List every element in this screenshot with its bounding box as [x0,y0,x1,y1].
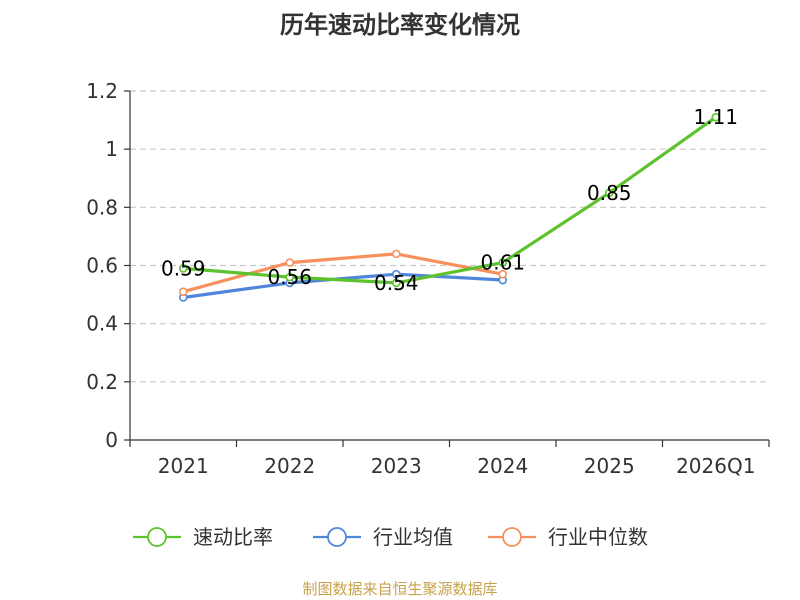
data-point [391,269,401,279]
x-axis-ticks: 2021 2022 2023 2024 2025 2026Q1 [129,440,770,478]
legend-label: 速动比率 [193,525,273,549]
data-label: 0.54 [374,271,419,295]
data-point [391,278,401,288]
series-layer [178,112,721,302]
x-tick-label: 2024 [477,454,528,478]
data-point [391,249,401,259]
x-tick-label: 2026Q1 [676,454,755,478]
legend-item-2[interactable]: 行业中位数 [488,525,648,549]
y-tick-label: 0.8 [86,195,118,219]
grid-lines [130,90,769,383]
legend-marker [327,527,347,547]
x-tick-label: 2025 [584,454,635,478]
y-tick-label: 0.4 [86,312,118,336]
data-label: 0.59 [161,256,206,280]
chart-title: 历年速动比率变化情况 [280,11,520,39]
data-point [498,258,508,267]
data-label: 0.85 [587,181,632,205]
y-tick-label: 0 [105,428,118,452]
source-note: 制图数据来自恒生聚源数据库 [302,580,497,598]
x-tick-label: 2023 [371,454,422,478]
data-point [285,258,295,267]
data-point [498,269,508,279]
x-tick-label: 2022 [264,454,315,478]
y-tick-label: 1 [105,137,118,161]
data-point [711,112,721,122]
y-tick-label: 0.6 [86,254,118,278]
data-labels: 0.59 0.56 0.54 0.61 0.85 1.11 [161,105,738,295]
data-point [285,272,295,282]
series-line-0 [183,115,717,285]
legend-marker [502,527,522,547]
y-axis-ticks: 0 0.2 0.4 0.6 0.8 1 1.2 [86,79,130,452]
legend-item-1[interactable]: 行业均值 [313,525,453,549]
data-label: 0.61 [480,251,525,275]
y-tick-label: 1.2 [86,79,118,103]
data-point [178,287,188,296]
legend-item-0[interactable]: 速动比率 [133,525,273,549]
legend-marker [147,527,167,547]
data-label: 1.11 [693,105,738,129]
series-line-2 [182,252,504,294]
y-tick-label: 0.2 [86,370,118,394]
legend-label: 行业均值 [373,525,453,549]
legend-label: 行业中位数 [548,525,648,549]
data-point [604,188,614,198]
legend[interactable]: 速动比率 行业均值 行业中位数 [133,525,648,549]
x-tick-label: 2021 [158,454,209,478]
data-point [178,264,188,273]
data-label: 0.56 [267,265,312,289]
